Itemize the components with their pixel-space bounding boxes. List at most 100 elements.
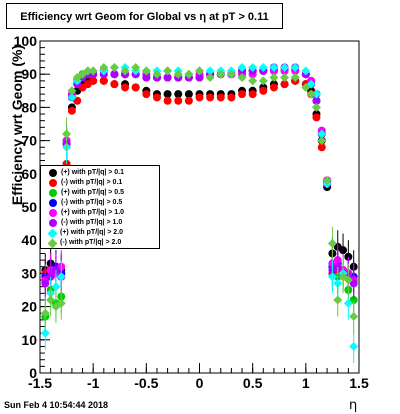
legend-label: (-) with pT/|q| > 2.0 <box>60 239 122 246</box>
data-point <box>301 82 311 92</box>
data-point <box>173 69 183 79</box>
data-point <box>99 63 109 73</box>
data-point <box>152 69 162 79</box>
chart-title: Efficiency wrt Geom for Global vs η at p… <box>6 3 283 29</box>
y-tick-label: 30 <box>21 265 37 281</box>
data-point <box>184 90 193 99</box>
y-tick-label: 60 <box>21 166 37 182</box>
data-point <box>41 279 50 288</box>
data-point <box>317 143 326 152</box>
data-point <box>301 66 311 76</box>
data-point <box>349 279 358 288</box>
data-point <box>121 83 130 92</box>
data-point <box>163 66 173 76</box>
data-point <box>248 90 257 99</box>
data-point <box>339 246 348 255</box>
data-point <box>333 295 343 305</box>
data-point <box>269 63 279 73</box>
data-point <box>343 275 353 285</box>
legend-marker <box>49 169 57 177</box>
data-point <box>174 96 183 105</box>
data-point <box>216 93 225 102</box>
data-point <box>67 92 77 102</box>
data-point <box>163 96 172 105</box>
data-point <box>327 239 337 249</box>
data-point <box>226 69 236 79</box>
data-point <box>205 66 215 76</box>
data-point <box>120 66 130 76</box>
legend-marker <box>49 209 57 217</box>
data-point <box>227 93 236 102</box>
data-point <box>131 63 141 73</box>
data-point <box>131 83 140 92</box>
legend-item: (-) with pT/|q| > 0.1 <box>43 178 159 188</box>
data-point <box>56 298 66 308</box>
data-point <box>237 63 247 73</box>
data-point <box>110 70 119 79</box>
data-point <box>88 66 98 76</box>
data-point <box>163 90 172 99</box>
data-point <box>40 328 50 338</box>
legend-marker <box>49 179 57 187</box>
data-point <box>258 76 268 86</box>
legend-label: (-) with pT/|q| > 0.5 <box>61 199 123 206</box>
y-tick-label: 70 <box>21 133 37 149</box>
data-point <box>280 73 290 83</box>
data-point <box>327 272 337 282</box>
data-point <box>89 76 98 85</box>
data-point <box>349 341 359 351</box>
legend-item: (+) with pT/|q| > 2.0 <box>43 228 159 238</box>
x-tick-label: 1 <box>302 375 310 391</box>
data-point <box>317 129 327 139</box>
legend-item: (+) with pT/|q| > 0.5 <box>43 188 159 198</box>
data-point <box>99 76 108 85</box>
data-point <box>312 113 321 122</box>
data-marks <box>40 63 359 364</box>
legend-item: (-) with pT/|q| > 2.0 <box>43 238 159 248</box>
legend-marker <box>49 189 57 197</box>
data-point <box>259 86 268 95</box>
data-point <box>311 89 321 99</box>
x-tick-label: 1.5 <box>349 375 369 391</box>
data-point <box>280 80 289 89</box>
data-point <box>237 73 247 83</box>
x-axis-label: η <box>349 398 358 413</box>
legend-item: (-) with pT/|q| > 1.0 <box>43 218 159 228</box>
data-point <box>322 175 332 185</box>
legend-item: (-) with pT/|q| > 0.5 <box>43 198 159 208</box>
data-point <box>248 63 258 73</box>
data-point <box>238 90 247 99</box>
data-point <box>205 73 215 83</box>
data-point <box>174 90 183 99</box>
y-tick-label: 10 <box>21 332 37 348</box>
legend-label: (-) with pT/|q| > 0.1 <box>61 179 123 186</box>
data-point <box>51 282 61 292</box>
data-point <box>343 298 353 308</box>
data-point <box>152 93 161 102</box>
data-point <box>184 96 193 105</box>
legend: (+) with pT/|q| > 0.1 (-) with pT/|q| > … <box>40 165 160 249</box>
data-point <box>184 69 194 79</box>
data-point <box>269 73 279 83</box>
data-point <box>290 63 300 73</box>
legend-label: (+) with pT/|q| > 0.1 <box>61 169 125 176</box>
legend-label: (+) with pT/|q| > 1.0 <box>61 209 125 216</box>
data-point <box>317 136 327 146</box>
data-point <box>163 73 172 82</box>
data-point <box>40 308 50 318</box>
data-point <box>216 69 226 79</box>
legend-marker <box>49 219 57 227</box>
x-tick-label: 0.5 <box>243 375 263 391</box>
data-point <box>109 63 119 73</box>
series-7 <box>40 63 359 334</box>
data-point <box>56 272 66 282</box>
data-point <box>110 80 119 89</box>
data-point <box>142 73 151 82</box>
x-tick-label: -1 <box>87 375 100 391</box>
y-tick-label: 80 <box>21 99 37 115</box>
y-axis-label: Efficiency wrt Geom (%) <box>9 44 25 206</box>
y-tick-label: 0 <box>29 365 37 381</box>
data-point <box>62 129 72 139</box>
legend-label: (+) with pT/|q| > 0.5 <box>61 189 125 196</box>
